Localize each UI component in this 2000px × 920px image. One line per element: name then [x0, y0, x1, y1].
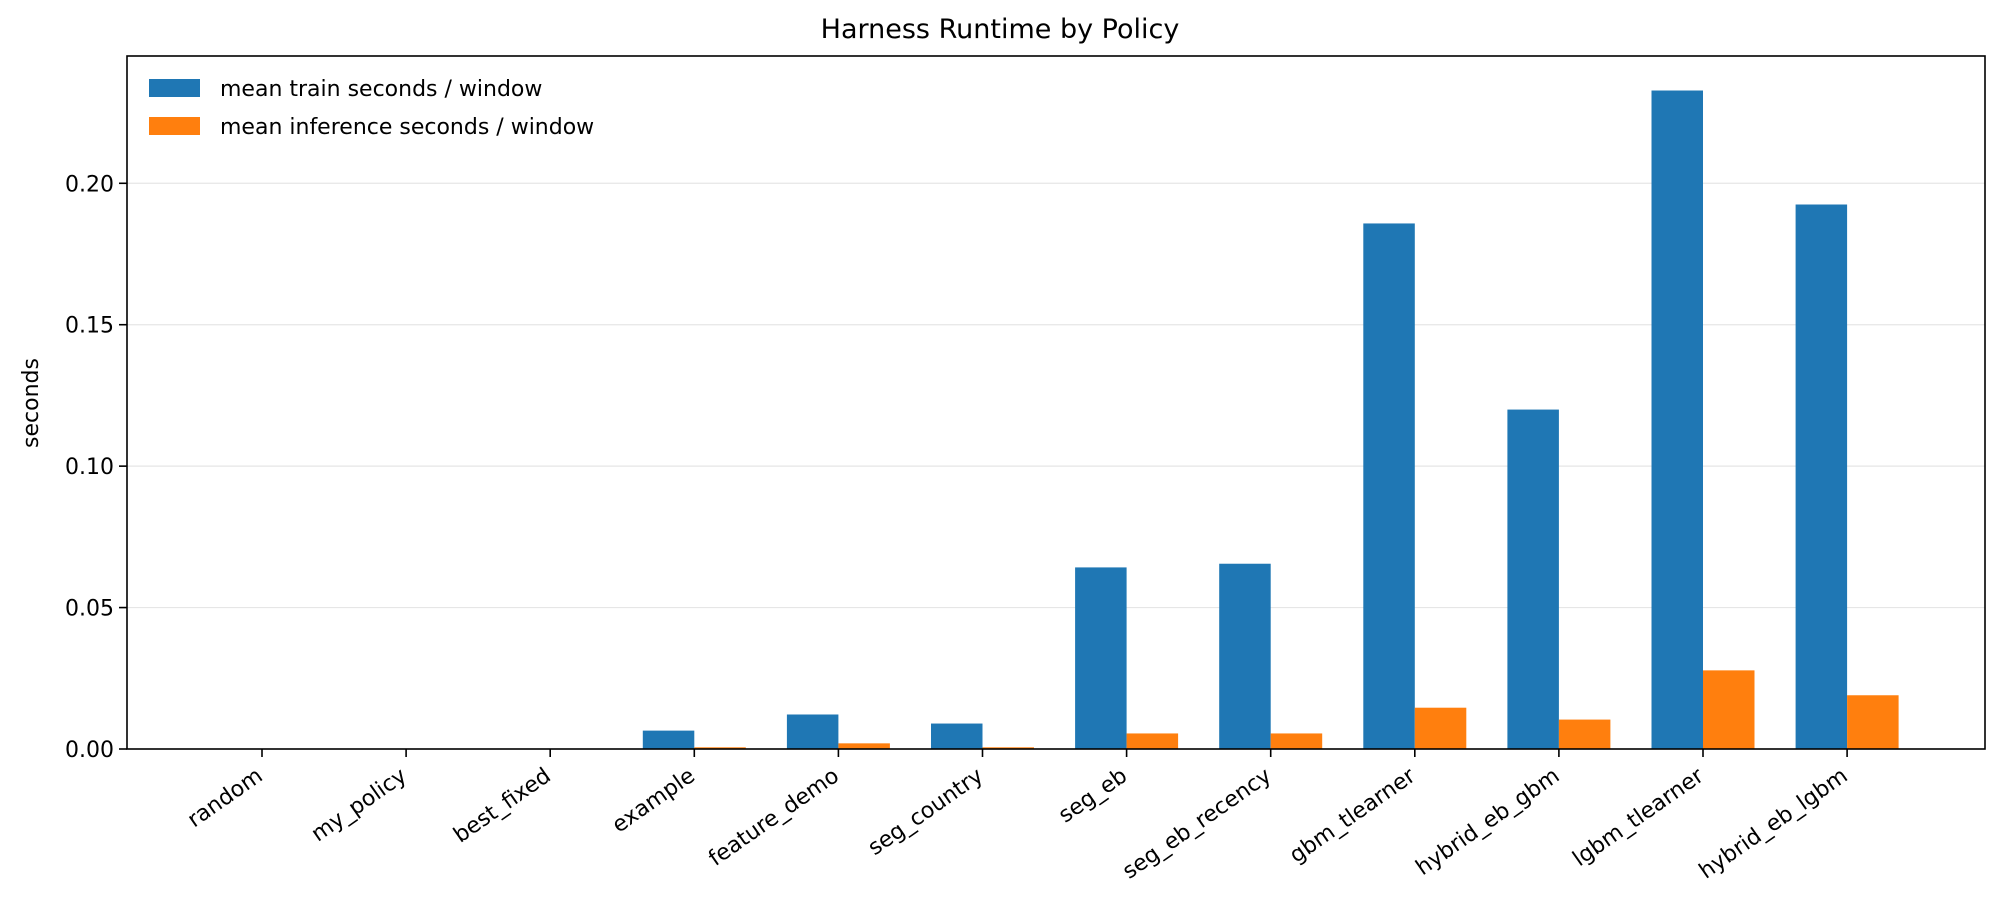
legend-label: mean train seconds / window: [220, 77, 542, 102]
x-tick-label: seg_eb: [1054, 763, 1132, 828]
legend-swatch: [149, 117, 200, 135]
x-tick-label: random: [183, 763, 267, 832]
bar-train: [786, 714, 839, 749]
x-tick-label: hybrid_eb_gbm: [1412, 763, 1565, 880]
x-tick-label: best_fixed: [449, 763, 555, 848]
x-tick-label: lgbm_tlearner: [1568, 763, 1709, 872]
bar-inference: [1703, 670, 1755, 749]
y-tick-label: 0.10: [65, 455, 114, 480]
x-tick-label: seg_eb_recency: [1118, 763, 1276, 884]
plot-frame: [126, 55, 1986, 750]
y-tick-label: 0.00: [65, 738, 114, 763]
x-tick-label: hybrid_eb_lgbm: [1695, 763, 1853, 884]
chart-title: Harness Runtime by Policy: [821, 14, 1180, 45]
legend-swatch: [149, 79, 200, 97]
bar-train: [1363, 223, 1415, 750]
bar-train: [1075, 567, 1127, 749]
legend: mean train seconds / window mean inferenc…: [149, 77, 594, 140]
bar-inference: [1558, 719, 1611, 749]
grid-lines: [127, 182, 1985, 750]
x-tick-label: example: [608, 763, 700, 838]
bar-train: [1219, 563, 1271, 749]
bar-inference: [1126, 733, 1179, 749]
y-tick-label: 0.05: [65, 597, 114, 622]
bar-inference: [1270, 733, 1323, 749]
y-tick-label: 0.15: [65, 314, 114, 339]
y-tick-label: 0.20: [65, 172, 114, 197]
bar-train: [931, 723, 983, 749]
y-axis-ticks: 0.00 0.05 0.10 0.15 0.20: [65, 172, 127, 763]
bar-train: [642, 730, 695, 749]
x-tick-label: my_policy: [307, 763, 412, 847]
x-axis-ticks: random my_policy best_fixed example feature_…: [183, 749, 1853, 884]
x-tick-label: feature_demo: [704, 763, 844, 871]
x-tick-label: gbm_tlearner: [1285, 763, 1421, 869]
bar-train: [1795, 204, 1848, 749]
y-axis-label: seconds: [19, 358, 44, 448]
bar-inference: [1414, 707, 1467, 749]
bar-train: [1507, 409, 1559, 749]
bar-inference: [694, 747, 746, 749]
bar-inference: [982, 747, 1034, 749]
bars: [642, 90, 1899, 750]
x-tick-label: seg_country: [864, 763, 988, 860]
bar-train: [1651, 90, 1703, 750]
legend-label: mean inference seconds / window: [220, 115, 594, 140]
bar-inference: [838, 743, 890, 749]
bar-inference: [1847, 695, 1899, 749]
